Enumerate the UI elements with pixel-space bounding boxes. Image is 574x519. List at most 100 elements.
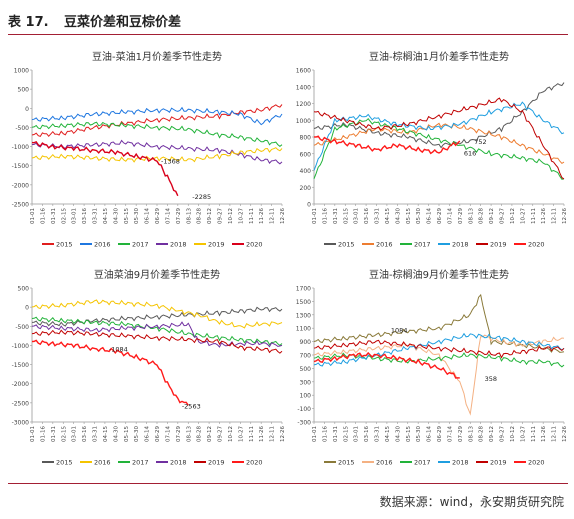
y-tick-label: -100 xyxy=(297,406,311,413)
y-tick-label: 500 xyxy=(18,87,30,94)
legend-label-2017: 2017 xyxy=(132,241,149,249)
x-tick-label: 06-29 xyxy=(437,208,443,224)
x-tick-label: 05-15 xyxy=(406,426,412,442)
legend-label-2019: 2019 xyxy=(490,459,507,467)
series-line-2019 xyxy=(313,97,565,180)
x-tick-label: 11-11 xyxy=(531,426,537,442)
x-tick-label: 08-13 xyxy=(186,208,192,224)
series-line-2017 xyxy=(31,121,283,148)
x-tick-label: 03-01 xyxy=(354,208,360,224)
chart-soy-rapeseed-sep: 豆油菜油9月价差季节性走势 500 0 -500 -1000 -1500 -2000 -250… xyxy=(6,262,288,476)
legend-label-2018: 2018 xyxy=(452,459,469,467)
x-tick-label: 03-16 xyxy=(364,208,370,224)
legend-label-2019: 2019 xyxy=(208,459,225,467)
chart-soy-palm-sep: 豆油-棕榈油9月价差季节性走势 1700 1500 1300 1100 900 700 500… xyxy=(288,262,570,476)
x-tick-label: 11-26 xyxy=(541,208,547,224)
x-tick-label: 10-27 xyxy=(238,426,244,442)
chart-soy-palm-jan: 豆油-棕榈油1月价差季节性走势 1600 1400 1200 1000 800 600 400… xyxy=(288,44,570,258)
x-tick-label: 03-01 xyxy=(354,426,360,442)
x-tick-label: 04-30 xyxy=(395,426,401,442)
legend-label-2015: 2015 xyxy=(56,241,73,249)
chart-title: 豆油-菜油1月价差季节性走势 xyxy=(92,50,222,63)
series-line-2020 xyxy=(31,339,189,406)
x-tick-label: 07-29 xyxy=(176,208,182,224)
x-tick-label: 12-11 xyxy=(270,208,276,224)
y-tick-label: -2500 xyxy=(12,202,30,209)
x-tick-label: 01-01 xyxy=(30,208,36,224)
x-tick-label: 08-13 xyxy=(468,426,474,442)
x-tick-label: 04-15 xyxy=(103,208,109,224)
chart-svg: 豆油-棕榈油9月价差季节性走势 1700 1500 1300 1100 900 700 500… xyxy=(296,268,568,467)
series-line-2015 xyxy=(31,104,283,138)
y-tick-label: -1000 xyxy=(12,144,30,151)
x-tick-label: 01-16 xyxy=(322,208,328,224)
legend-label-2019: 2019 xyxy=(208,241,225,249)
x-tick-label: 05-30 xyxy=(134,208,140,224)
series-line-2019 xyxy=(313,339,565,359)
x-tick-label: 02-15 xyxy=(61,208,67,224)
x-tick-label: 06-29 xyxy=(155,208,161,224)
x-tick-label: 05-15 xyxy=(124,426,130,442)
table-header: 表 17. 豆菜价差和豆棕价差 xyxy=(8,6,568,35)
footer-divider xyxy=(8,483,568,484)
x-tick-label: 03-31 xyxy=(93,208,99,224)
legend-label-2016: 2016 xyxy=(94,459,111,467)
x-tick-label: 05-15 xyxy=(124,208,130,224)
chart-svg: 豆油菜油9月价差季节性走势 500 0 -500 -1000 -1500 -2000 -250… xyxy=(12,268,286,467)
y-tick-label: 1300 xyxy=(296,312,311,319)
y-tick-label: -500 xyxy=(15,125,29,132)
x-tick-label: 11-11 xyxy=(249,426,255,442)
y-tick-label: 900 xyxy=(300,339,312,346)
series-line-2017 xyxy=(31,316,283,347)
legend-label-2020: 2020 xyxy=(528,241,545,249)
legend-label-2015: 2015 xyxy=(56,459,73,467)
data-label: -1368 xyxy=(161,158,180,166)
x-tick-label: 10-12 xyxy=(228,426,234,442)
data-label: 358 xyxy=(485,375,497,383)
x-tick-label: 06-29 xyxy=(437,426,443,442)
y-tick-label: -2000 xyxy=(12,381,30,388)
x-tick-label: 01-31 xyxy=(333,426,339,442)
series-line-2019 xyxy=(31,147,283,163)
x-tick-label: 07-29 xyxy=(176,426,182,442)
legend-label-2018: 2018 xyxy=(452,241,469,249)
y-tick-label: -300 xyxy=(297,420,311,427)
x-tick-label: 01-16 xyxy=(40,426,46,442)
x-tick-label: 09-12 xyxy=(207,208,213,224)
x-tick-label: 01-01 xyxy=(30,426,36,442)
legend-label-2016: 2016 xyxy=(376,459,393,467)
series-line-2018 xyxy=(31,321,283,348)
legend-label-2017: 2017 xyxy=(414,241,431,249)
x-tick-label: 03-16 xyxy=(364,426,370,442)
x-tick-label: 03-31 xyxy=(375,208,381,224)
y-tick-label: -1500 xyxy=(12,362,30,369)
chart-title: 豆油-棕榈油1月价差季节性走势 xyxy=(369,50,509,63)
table-number: 表 17. xyxy=(8,15,49,30)
y-tick-label: 100 xyxy=(300,393,312,400)
x-tick-label: 01-01 xyxy=(312,426,318,442)
x-tick-label: 03-01 xyxy=(72,426,78,442)
x-tick-label: 10-12 xyxy=(510,426,516,442)
data-label: -2563 xyxy=(182,402,201,410)
legend-label-2017: 2017 xyxy=(132,459,149,467)
x-tick-label: 04-30 xyxy=(395,208,401,224)
data-label: 1084 xyxy=(391,326,408,334)
x-tick-label: 01-31 xyxy=(51,426,57,442)
x-tick-label: 12-11 xyxy=(552,426,558,442)
x-tick-label: 07-14 xyxy=(447,208,453,224)
y-tick-label: -500 xyxy=(15,324,29,331)
x-tick-label: 06-14 xyxy=(427,426,433,442)
x-tick-label: 09-12 xyxy=(489,208,495,224)
x-tick-label: 03-31 xyxy=(93,426,99,442)
x-tick-label: 12-11 xyxy=(552,208,558,224)
y-tick-label: 0 xyxy=(25,106,29,113)
x-tick-label: 01-16 xyxy=(322,426,328,442)
x-tick-label: 02-15 xyxy=(343,426,349,442)
x-tick-label: 01-31 xyxy=(51,208,57,224)
x-tick-label: 10-12 xyxy=(228,208,234,224)
y-tick-label: 0 xyxy=(307,202,311,209)
x-tick-label: 10-27 xyxy=(238,208,244,224)
legend-label-2015: 2015 xyxy=(338,241,355,249)
x-tick-label: 12-11 xyxy=(270,426,276,442)
x-tick-label: 09-27 xyxy=(218,426,224,442)
